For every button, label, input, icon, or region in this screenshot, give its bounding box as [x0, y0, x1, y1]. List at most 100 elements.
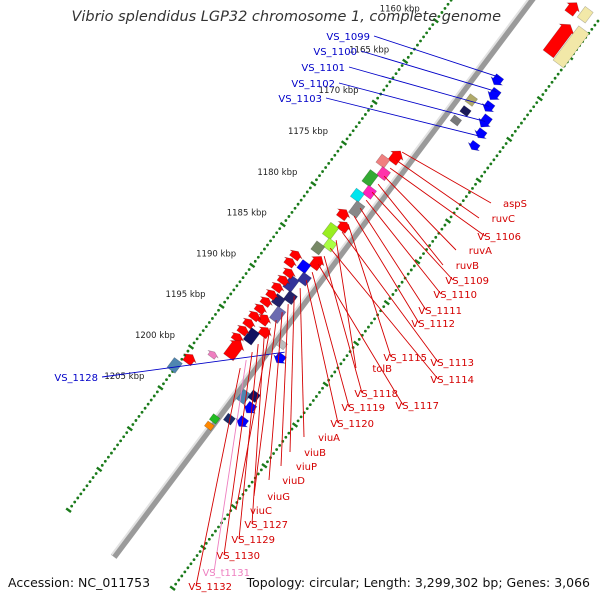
- tick-dot: [342, 358, 346, 362]
- tick-dot: [214, 529, 217, 533]
- reverse-gene-feature: [283, 256, 297, 269]
- reverse-gene-feature: [576, 5, 594, 24]
- label-leader-lines: [101, 35, 500, 587]
- tick-dot: [516, 125, 520, 129]
- tick-dot: [192, 341, 196, 345]
- tick-dot: [492, 158, 496, 162]
- tick-dot: [177, 578, 181, 582]
- tick-dot: [186, 349, 190, 353]
- reverse-gene-label: viuP: [296, 462, 317, 473]
- tick-mark: [536, 95, 543, 102]
- tick-dot: [192, 558, 196, 562]
- tick-dot: [437, 15, 441, 18]
- tick-mark: [261, 463, 268, 469]
- tick-dot: [235, 284, 239, 288]
- reverse-gene-feature: [542, 23, 575, 59]
- tick-mark: [157, 385, 164, 391]
- tick-dot: [474, 182, 477, 186]
- tick-dot: [201, 329, 205, 333]
- tick-dot: [162, 382, 165, 386]
- tick-dot: [354, 125, 358, 129]
- tick-dot: [544, 89, 548, 92]
- tick-dot: [238, 497, 242, 500]
- tick-dot: [376, 96, 380, 100]
- leader-line: [223, 352, 253, 556]
- tick-dot: [364, 113, 367, 116]
- tick-mark: [230, 503, 237, 510]
- tick-dot: [501, 146, 505, 149]
- tick-mark: [340, 140, 348, 146]
- tick-dot: [330, 157, 334, 161]
- tick-mark: [65, 507, 72, 513]
- tick-dot: [149, 398, 153, 402]
- forward-gene-feature: [275, 338, 288, 351]
- tick-dot: [391, 76, 395, 80]
- reverse-gene-label: VS_1113: [430, 358, 474, 369]
- map-title: Vibrio splendidus LGP32 chromosome 1, co…: [71, 9, 501, 25]
- gene-labels: VS_1099 VS_1100 VS_1101 VS_1102 VS_1103 VS_11…: [54, 32, 527, 593]
- tick-label: 1175 kbp: [288, 127, 328, 137]
- tick-label: 1180 kbp: [257, 168, 297, 178]
- tick-mark: [383, 299, 390, 306]
- tick-dot: [425, 31, 429, 35]
- tick-dot: [406, 272, 410, 276]
- tick-dot: [388, 80, 392, 84]
- tick-label: 1195 kbp: [166, 290, 206, 300]
- tick-dot: [550, 80, 554, 84]
- reverse-gene-feature: [247, 310, 262, 323]
- forward-gene-feature: [243, 400, 258, 414]
- tick-dot: [204, 325, 208, 328]
- leader-line: [195, 367, 241, 587]
- tick-dot: [180, 357, 184, 361]
- reverse-gene-label: ruvC: [492, 214, 515, 225]
- leader-line: [238, 344, 259, 540]
- forward-gene-feature: [208, 413, 221, 425]
- tick-dot: [305, 190, 309, 194]
- leader-line: [317, 263, 404, 406]
- tick-dot: [229, 292, 233, 296]
- leader-line: [280, 304, 289, 467]
- reverse-gene-feature: [253, 303, 267, 316]
- tick-dot: [125, 431, 129, 435]
- tick-dot: [529, 109, 533, 113]
- tick-dot: [211, 317, 214, 320]
- reverse-gene-label: VS_1119: [341, 403, 385, 414]
- tick-dot: [311, 399, 315, 402]
- leader-line: [377, 183, 444, 266]
- tick-dot: [284, 219, 288, 222]
- leader-line: [335, 240, 357, 369]
- tick-dot: [296, 202, 300, 206]
- reverse-gene-feature: [283, 290, 298, 306]
- leader-line: [389, 167, 486, 237]
- reverse-gene-label: VS_t1131: [202, 568, 250, 579]
- tick-mark: [310, 181, 317, 187]
- reverse-gene-label: VS_1106: [477, 232, 521, 243]
- tick-dot: [461, 199, 465, 203]
- tick-dot: [275, 231, 279, 235]
- tick-dot: [397, 68, 401, 71]
- tick-dot: [174, 582, 178, 586]
- tick-label: 1185 kbp: [227, 209, 267, 219]
- tick-dot: [370, 104, 373, 108]
- tick-dot: [122, 435, 126, 439]
- tick-dot: [287, 215, 291, 218]
- reverse-gene-label: VS_1117: [395, 401, 439, 412]
- tick-mark: [126, 425, 133, 432]
- tick-dot: [422, 252, 425, 256]
- leader-line: [101, 351, 285, 378]
- tick-dot: [449, 215, 453, 219]
- tick-dot: [198, 333, 202, 337]
- tick-dot: [263, 247, 266, 251]
- reverse-gene-label: VS_1109: [445, 276, 489, 287]
- tick-dot: [541, 93, 545, 96]
- reverse-gene-label: ruvB: [456, 261, 479, 272]
- tick-dot: [318, 174, 321, 178]
- leader-line: [253, 320, 277, 497]
- reverse-gene-label: viuB: [304, 448, 326, 459]
- tick-dot: [409, 268, 413, 272]
- reverse-gene-label: VS_1132: [188, 582, 232, 593]
- tick-dot: [308, 403, 312, 406]
- tick-dot: [513, 129, 517, 133]
- tick-dot: [318, 390, 321, 394]
